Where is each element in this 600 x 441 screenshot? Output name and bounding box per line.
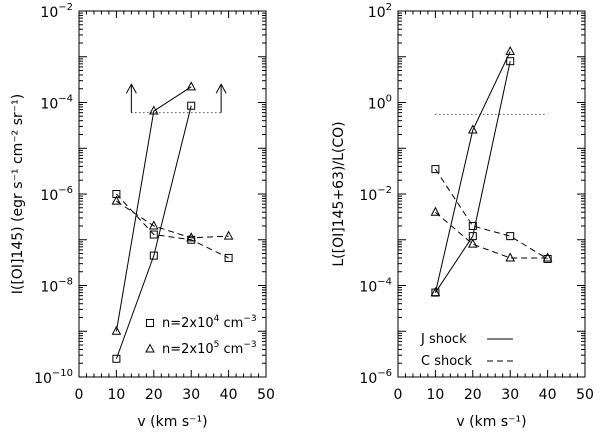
left-data-point-triangle	[111, 325, 122, 335]
left-x-tick-label: 0	[75, 387, 84, 403]
right-x-axis-label: v (km s⁻¹)	[456, 414, 526, 430]
left-data-point-square	[187, 101, 196, 110]
left-data-point-square	[149, 251, 158, 260]
right-x-tick-label: 0	[394, 387, 403, 403]
left-series-square-solid-line	[115, 105, 192, 359]
left-data-point-triangle	[186, 81, 197, 91]
right-y-tick-label: 10−2	[359, 185, 392, 204]
left-limit-arrow-head	[215, 83, 227, 94]
right-series-square-solid-line	[434, 61, 511, 293]
right-plot-frame	[397, 10, 586, 378]
right-data-point-square	[506, 57, 515, 66]
left-data-point-triangle	[111, 195, 122, 205]
right-data-point-triangle	[505, 45, 516, 56]
left-series-triangle-dashed-line	[116, 200, 229, 239]
right-data-point-triangle	[467, 238, 478, 248]
right-series-square-dashed-line	[434, 168, 548, 260]
right-x-tick-label: 20	[464, 387, 482, 403]
right-x-tick-label: 50	[576, 387, 594, 403]
left-x-tick-label: 20	[145, 387, 163, 403]
right-data-point-triangle	[505, 252, 516, 262]
left-data-point-triangle	[223, 230, 234, 240]
right-y-tick-label: 100	[368, 94, 392, 113]
left-x-tick-label: 40	[220, 387, 238, 403]
right-data-point-triangle	[542, 252, 553, 262]
left-data-point-square	[224, 253, 233, 262]
right-y-tick-label: 10−4	[359, 277, 392, 296]
right-data-point-triangle	[467, 124, 478, 134]
left-panel: 0 10 20 30 40 50 10−10 10−8 10−6 10−4 10−2 v (km s⁻…	[10, 2, 275, 430]
right-data-point-triangle	[430, 206, 441, 216]
left-data-point-triangle	[186, 232, 197, 242]
right-x-tick-label: 10	[426, 387, 444, 403]
left-limit-arrow-head	[125, 83, 137, 94]
left-y-tick-label: 10−2	[40, 2, 73, 21]
right-series-triangle-solid-line	[434, 51, 511, 293]
right-panel: 0 10 20 30 40 50 10−6 10−4 10−2 100 102 v (km s⁻¹) L…	[331, 2, 594, 430]
right-y-axis-label: L([OI]145+63)/L(CO)	[331, 121, 347, 266]
right-x-tick-label: 40	[539, 387, 557, 403]
left-legend-label: n=2x104 cm−3	[162, 314, 257, 331]
right-legend-label: J shock	[420, 332, 467, 347]
left-data-point-triangle	[148, 105, 159, 115]
left-legend-marker-triangle	[145, 343, 155, 353]
left-series-triangle-solid-line	[115, 86, 192, 332]
left-y-tick-label: 10−6	[40, 185, 73, 204]
right-data-point-square	[431, 165, 440, 174]
right-x-tick-label: 30	[501, 387, 519, 403]
right-data-point-square	[506, 232, 515, 241]
left-y-tick-label: 10−10	[34, 368, 73, 387]
left-legend-marker-square	[146, 319, 154, 327]
left-legend-label: n=2x105 cm−3	[162, 340, 257, 357]
right-series-triangle-dashed-line	[435, 211, 548, 259]
right-y-tick-label: 102	[368, 2, 392, 21]
left-x-tick-label: 10	[107, 387, 125, 403]
right-legend-label: C shock	[421, 354, 472, 369]
right-data-point-square	[468, 221, 477, 230]
left-series-square-dashed-line	[116, 193, 229, 259]
left-y-axis-label: I([OI]145) (egr s⁻¹ cm⁻² sr⁻¹)	[10, 94, 26, 295]
left-x-axis-label: v (km s⁻¹)	[137, 414, 207, 430]
left-data-point-square	[112, 354, 121, 363]
left-y-tick-label: 10−4	[40, 94, 73, 113]
left-y-tick-label: 10−8	[40, 277, 73, 296]
left-x-tick-label: 30	[182, 387, 200, 403]
left-data-point-square	[149, 230, 158, 239]
left-data-point-triangle	[148, 220, 159, 230]
right-data-point-triangle	[430, 287, 441, 297]
left-x-tick-label: 50	[257, 387, 275, 403]
right-y-tick-label: 10−6	[359, 368, 392, 387]
